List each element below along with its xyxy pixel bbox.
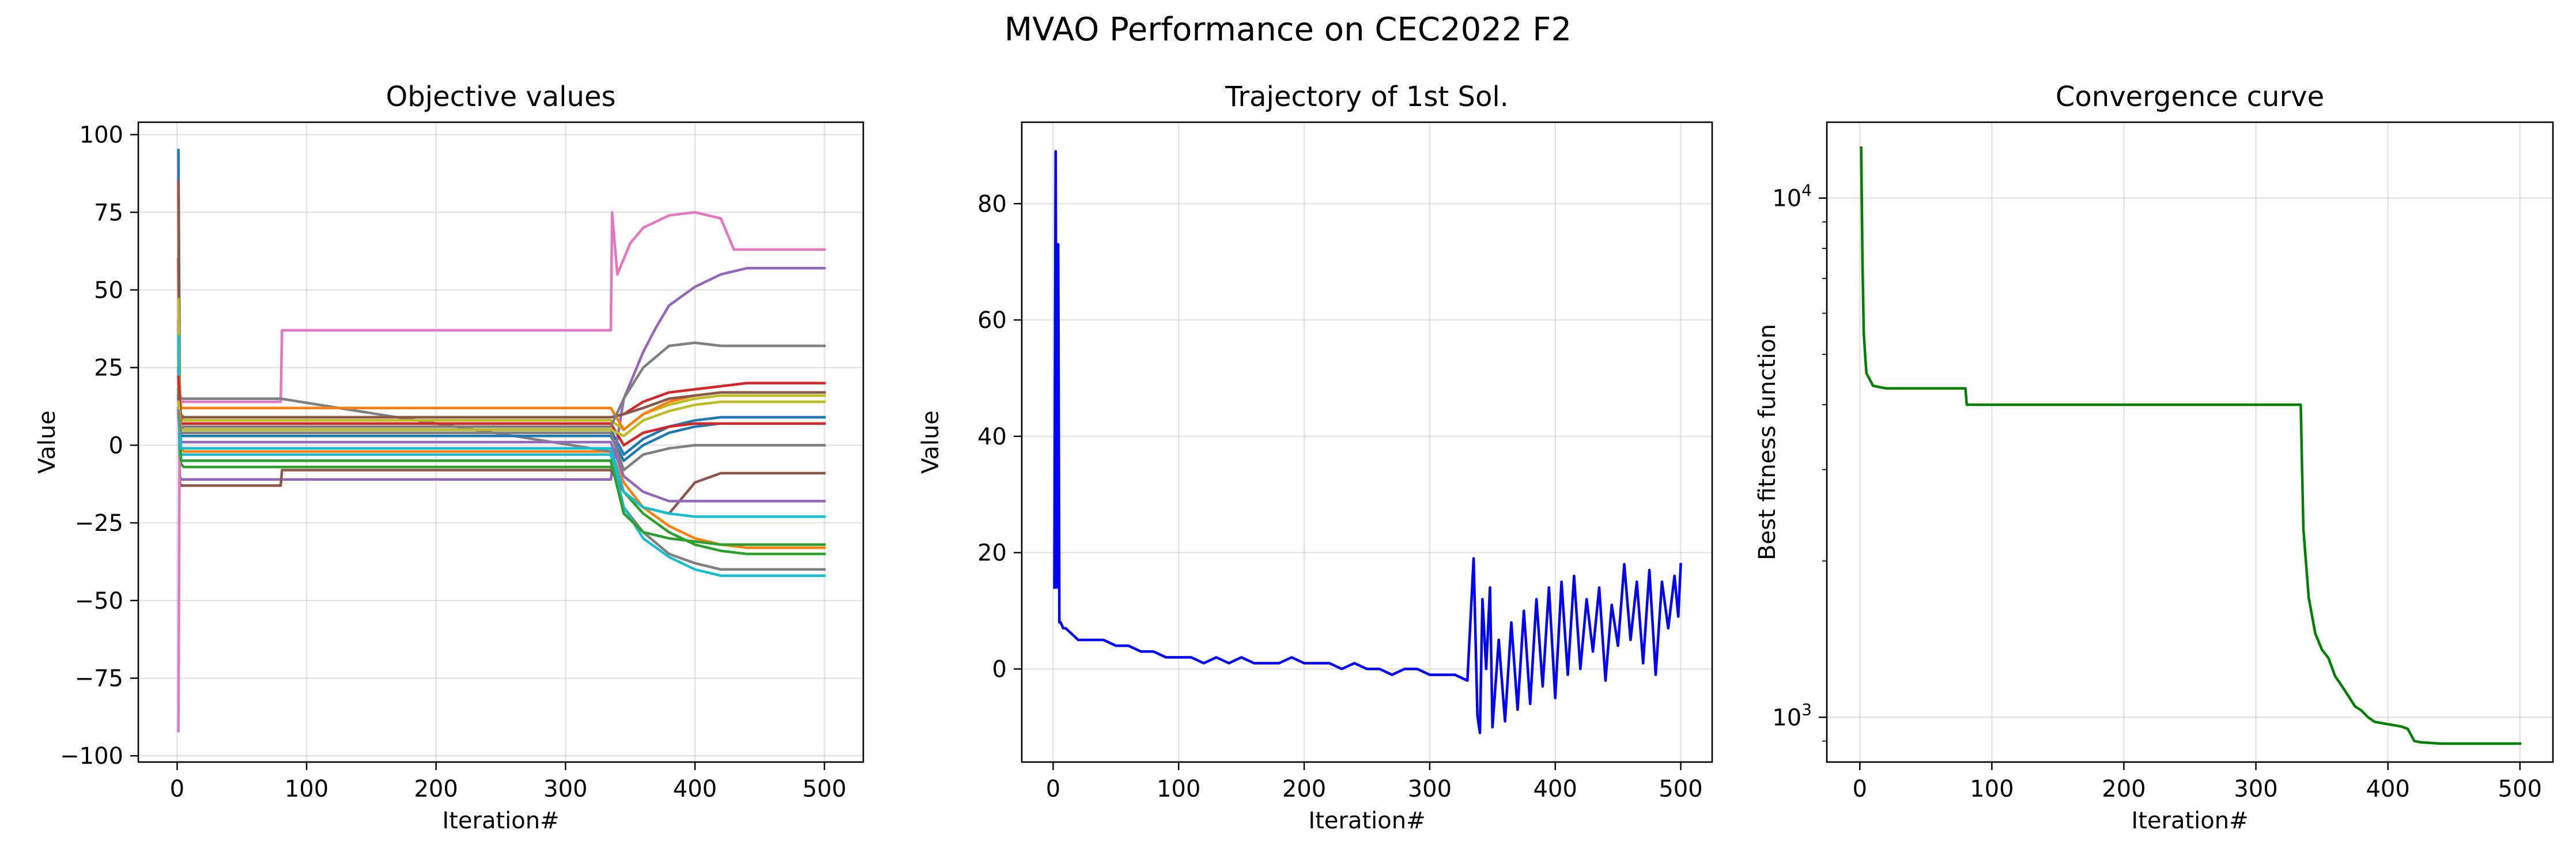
objective-values-series-line — [177, 388, 826, 546]
objective-values-y-axis-label: Value — [34, 410, 61, 474]
convergence-title: Convergence curve — [2056, 81, 2324, 113]
trajectory-y-axis-label: Value — [917, 410, 944, 474]
y-tick-label: 75 — [94, 199, 123, 226]
x-tick-label: 300 — [2234, 776, 2277, 802]
x-tick-label: 100 — [1970, 776, 2014, 802]
x-tick-label: 200 — [1282, 776, 1326, 802]
x-tick-label: 500 — [802, 776, 846, 802]
y-tick-label: 104 — [1772, 181, 1812, 212]
objective-values-series-line — [177, 319, 826, 556]
x-tick-label: 400 — [1533, 776, 1577, 802]
x-tick-label: 0 — [170, 776, 184, 802]
y-tick-label: −25 — [75, 510, 123, 537]
x-tick-label: 300 — [1408, 776, 1452, 802]
y-tick-label: 80 — [977, 191, 1007, 217]
objective-values-series-line — [177, 267, 826, 481]
x-tick-label: 200 — [414, 776, 458, 802]
trajectory-axes-frame — [1021, 121, 1713, 763]
objective-values-series-line — [177, 409, 826, 472]
y-tick-label: 20 — [977, 540, 1007, 567]
y-tick-label: 0 — [109, 432, 123, 459]
trajectory-title: Trajectory of 1st Sol. — [1225, 81, 1509, 113]
y-tick-label: −50 — [75, 588, 123, 614]
x-tick-label: 300 — [543, 776, 587, 802]
x-tick-label: 500 — [2498, 776, 2542, 802]
x-tick-label: 100 — [285, 776, 328, 802]
objective-values-series-line — [177, 400, 826, 438]
y-tick-label: 100 — [80, 122, 123, 149]
y-tick-label: 103 — [1772, 700, 1812, 731]
y-tick-label: −75 — [75, 666, 123, 692]
y-tick-label: −100 — [60, 743, 123, 770]
convergence-y-axis-label: Best fitness function — [1754, 324, 1781, 560]
objective-values-series-line — [176, 341, 826, 428]
objective-values-axes-frame — [137, 121, 864, 763]
convergence-chart: 0 100 200 300 400 500 103 104 Convergence curve I… — [1754, 81, 2554, 834]
convergence-x-axis-label: Iteration# — [2131, 808, 2248, 834]
trajectory-x-axis-label: Iteration# — [1308, 808, 1425, 834]
x-tick-label: 400 — [2366, 776, 2409, 802]
x-tick-label: 100 — [1157, 776, 1200, 802]
x-tick-label: 500 — [1659, 776, 1702, 802]
y-tick-label: 40 — [977, 424, 1007, 450]
objective-values-title: Objective values — [386, 81, 616, 113]
objective-values-x-axis-label: Iteration# — [442, 808, 559, 834]
x-tick-label: 0 — [1853, 776, 1867, 802]
objective-values-series-line — [177, 391, 826, 419]
x-tick-label: 400 — [673, 776, 717, 802]
trajectory-chart: 0 100 200 300 400 500 0 20 40 60 80 Trajectory of 1… — [917, 81, 1713, 834]
objective-values-series-line — [177, 211, 826, 733]
objective-values-chart: 0 100 200 300 400 500 −100 −75 −50 −25 0 25 50 75 100 O… — [34, 81, 864, 834]
y-tick-label: 60 — [977, 307, 1007, 334]
objective-values-series-line — [177, 416, 826, 518]
y-tick-label: 50 — [94, 277, 123, 304]
objective-values-series-line — [177, 375, 826, 447]
convergence-series-line — [1860, 146, 2521, 745]
figure-title: MVAO Performance on CEC2022 F2 — [1004, 11, 1572, 48]
y-tick-label: 0 — [992, 657, 1007, 683]
objective-values-series-line — [177, 406, 826, 503]
x-tick-label: 200 — [2102, 776, 2146, 802]
y-tick-label: 25 — [94, 355, 123, 382]
convergence-axes-frame — [1826, 121, 2554, 763]
x-tick-label: 0 — [1046, 776, 1060, 802]
trajectory-series-line — [1053, 150, 1682, 734]
